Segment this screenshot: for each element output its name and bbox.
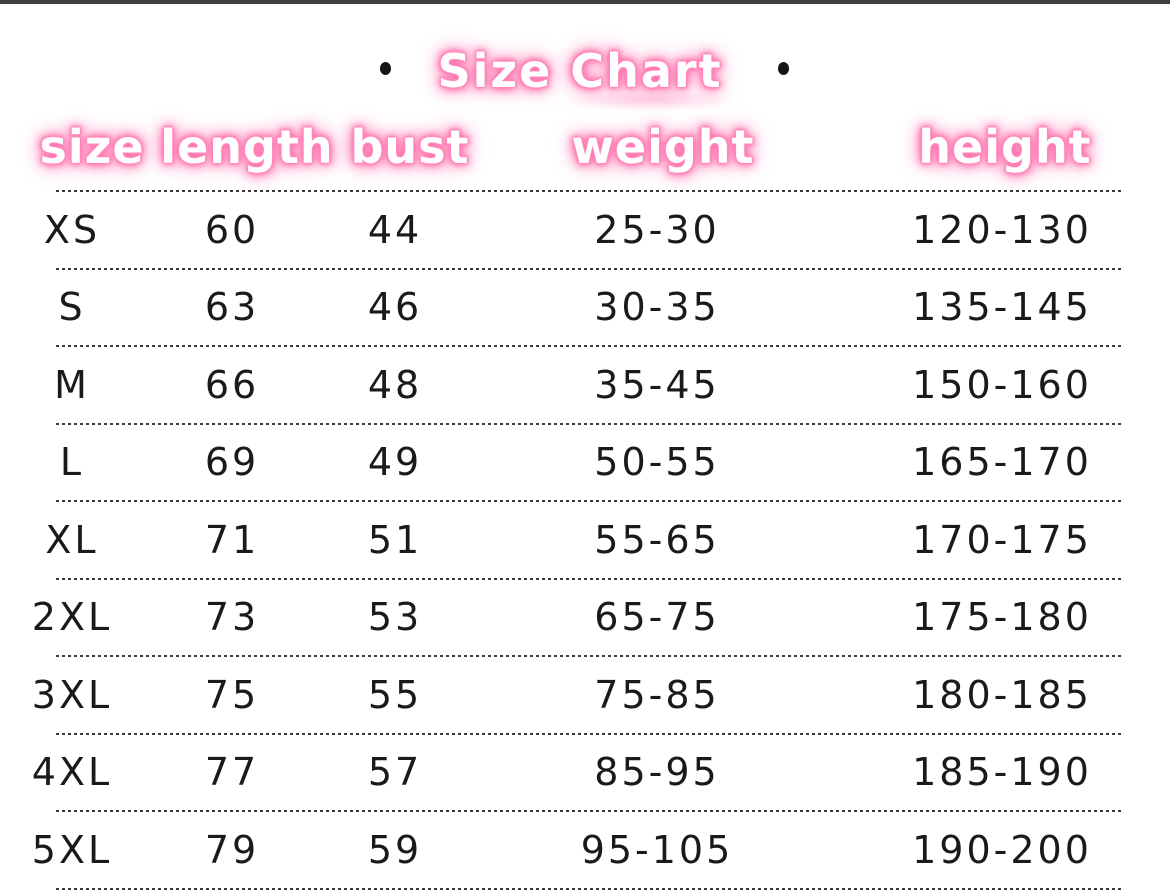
table-row: 2XL 73 53 65-75 175-180 — [0, 580, 1160, 656]
cell-size: 3XL — [31, 672, 113, 717]
bullet-dot-left-icon — [380, 62, 391, 75]
cell-length: 75 — [204, 672, 260, 717]
table-row: XL 71 51 55-65 170-175 — [0, 502, 1160, 578]
table-row: 5XL 79 59 95-105 190-200 — [0, 812, 1160, 888]
cell-height: 135-145 — [912, 285, 1092, 330]
cell-length: 79 — [204, 827, 260, 872]
cell-weight: 85-95 — [594, 750, 720, 795]
bullet-dot-right-icon — [778, 62, 789, 75]
cell-bust: 57 — [367, 750, 423, 795]
column-header-bust: bust — [350, 120, 470, 174]
cell-size: M — [54, 362, 90, 407]
cell-height: 120-130 — [912, 207, 1092, 252]
table-row: 3XL 75 55 75-85 180-185 — [0, 657, 1160, 733]
cell-bust: 46 — [367, 285, 423, 330]
table-row: S 63 46 30-35 135-145 — [0, 270, 1160, 346]
table-row: 4XL 77 57 85-95 185-190 — [0, 735, 1160, 811]
cell-height: 170-175 — [912, 517, 1092, 562]
column-header-weight: weight — [571, 120, 755, 174]
cell-weight: 75-85 — [594, 672, 720, 717]
cell-weight: 50-55 — [594, 440, 720, 485]
row-separator — [56, 190, 1122, 192]
cell-size: S — [58, 285, 86, 330]
cell-height: 150-160 — [912, 362, 1092, 407]
row-separator — [56, 810, 1122, 812]
cell-length: 77 — [204, 750, 260, 795]
cell-height: 165-170 — [912, 440, 1092, 485]
table-row: L 69 49 50-55 165-170 — [0, 425, 1160, 501]
row-separator — [56, 732, 1122, 735]
table-row: M 66 48 35-45 150-160 — [0, 347, 1160, 423]
cell-length: 66 — [204, 362, 260, 407]
cell-weight: 55-65 — [594, 517, 720, 562]
cell-bust: 49 — [367, 440, 423, 485]
column-header-length: length — [160, 120, 334, 174]
row-separator — [56, 345, 1122, 347]
cell-size: 4XL — [31, 750, 113, 795]
faint-pink-smudge — [560, 90, 740, 110]
cell-bust: 48 — [367, 362, 423, 407]
row-separator — [56, 577, 1122, 580]
table-row: XS 60 44 25-30 120-130 — [0, 192, 1160, 268]
cell-length: 71 — [204, 517, 260, 562]
cell-weight: 95-105 — [580, 827, 734, 872]
cell-weight: 35-45 — [594, 362, 720, 407]
cell-weight: 25-30 — [594, 207, 720, 252]
cell-bust: 53 — [367, 595, 423, 640]
cell-bust: 44 — [367, 207, 423, 252]
cell-height: 175-180 — [912, 595, 1092, 640]
cell-size: XS — [43, 207, 101, 252]
cell-height: 180-185 — [912, 672, 1092, 717]
row-separator — [56, 655, 1122, 657]
page-title: Size Chart — [437, 44, 723, 98]
row-separator — [56, 267, 1122, 270]
row-separator — [56, 500, 1122, 502]
cell-weight: 30-35 — [594, 285, 720, 330]
cell-size: 5XL — [31, 827, 113, 872]
cell-bust: 51 — [367, 517, 423, 562]
title-row: Size Chart — [0, 4, 1170, 110]
cell-weight: 65-75 — [594, 595, 720, 640]
cell-height: 190-200 — [912, 827, 1092, 872]
cell-size: 2XL — [31, 595, 113, 640]
cell-size: XL — [45, 517, 99, 562]
cell-length: 60 — [204, 207, 260, 252]
table-header-row: size length bust weight height — [0, 104, 1160, 190]
cell-length: 73 — [204, 595, 260, 640]
cell-height: 185-190 — [912, 750, 1092, 795]
column-header-height: height — [918, 120, 1092, 174]
cell-length: 69 — [204, 440, 260, 485]
cell-bust: 59 — [367, 827, 423, 872]
table-body: XS 60 44 25-30 120-130 S 63 46 30-35 135… — [0, 190, 1170, 890]
cell-bust: 55 — [367, 672, 423, 717]
row-separator — [56, 887, 1122, 890]
column-header-size: size — [39, 120, 145, 174]
top-bar — [0, 0, 1170, 4]
cell-size: L — [59, 440, 85, 485]
cell-length: 63 — [204, 285, 260, 330]
row-separator — [56, 422, 1122, 425]
